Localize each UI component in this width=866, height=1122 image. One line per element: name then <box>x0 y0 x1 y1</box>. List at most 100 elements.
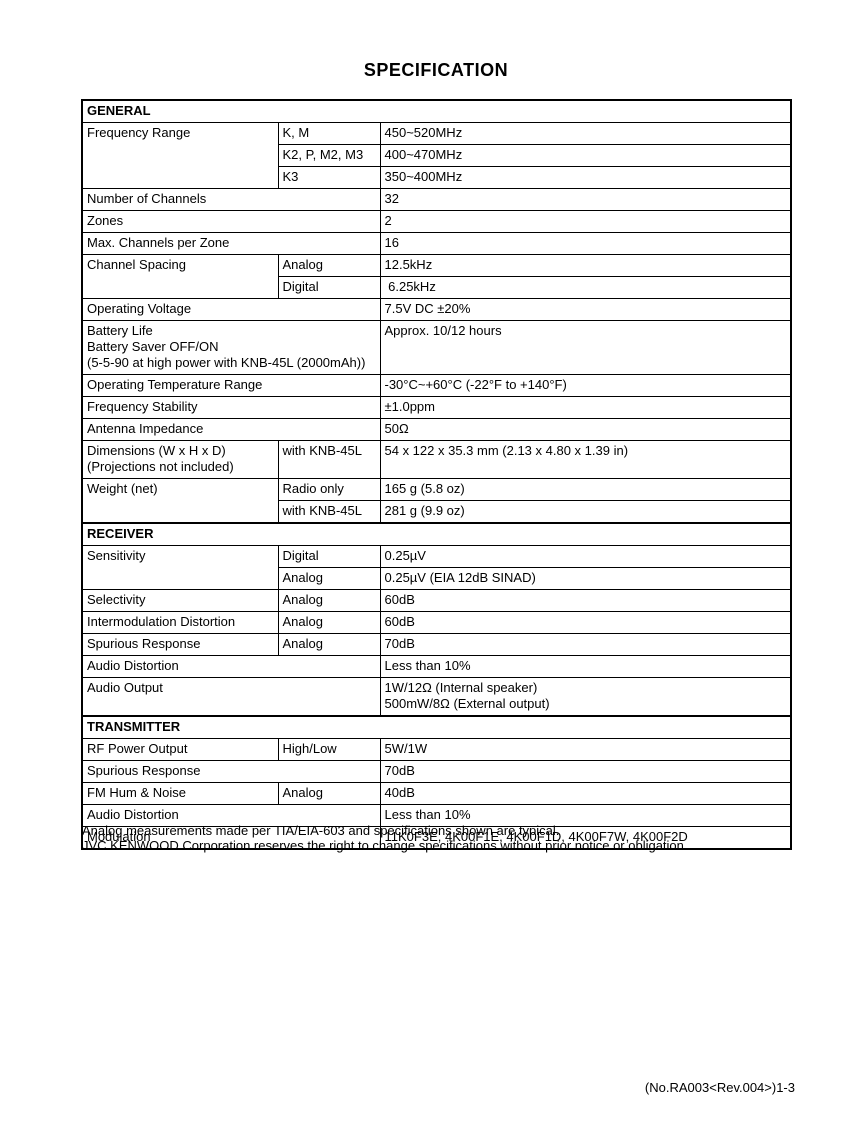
spec-value-cell: 16 <box>379 232 792 255</box>
section-row: RECEIVER <box>81 522 792 546</box>
spec-value-cell: 2 <box>379 210 792 233</box>
spec-label-cell: Frequency Range <box>81 122 279 189</box>
table-row: Dimensions (W x H x D) (Projections not … <box>81 440 792 479</box>
spec-value-cell: 450~520MHz <box>379 122 792 145</box>
spec-value-cell: 70dB <box>379 633 792 656</box>
spec-sub-cell: Digital <box>277 276 381 299</box>
spec-sub-cell: with KNB-45L <box>277 500 381 524</box>
spec-sub-cell: with KNB-45L <box>277 440 381 479</box>
table-row: Spurious Response Analog 70dB <box>81 633 792 656</box>
spec-label-cell: Selectivity <box>81 589 279 612</box>
table-row: Weight (net) Radio only 165 g (5.8 oz) <box>81 478 792 524</box>
spec-sub-cell: Analog <box>277 782 381 805</box>
spec-value-cell: Approx. 10/12 hours <box>379 320 792 375</box>
spec-label-cell: Weight (net) <box>81 478 279 524</box>
spec-sub-cell: K2, P, M2, M3 <box>277 144 381 167</box>
spec-label-cell: Audio Distortion <box>81 804 381 827</box>
spec-label-cell: Max. Channels per Zone <box>81 232 381 255</box>
spec-label-cell: RF Power Output <box>81 738 279 761</box>
table-row: Analog 0.25µV (EIA 12dB SINAD) <box>82 567 792 590</box>
spec-label-cell: Spurious Response <box>81 633 279 656</box>
spec-sub-cell: K3 <box>277 166 381 189</box>
spec-value-cell: 60dB <box>379 611 792 634</box>
page-number: (No.RA003<Rev.004>)1-3 <box>644 1080 795 1095</box>
spec-label-cell: Intermodulation Distortion <box>81 611 279 634</box>
table-row: Frequency Range K, M 450~520MHz <box>81 122 792 189</box>
table-row: Operating Voltage 7.5V DC ±20% <box>81 298 792 321</box>
table-row: RF Power Output High/Low 5W/1W <box>81 738 792 761</box>
table-row: Channel Spacing Analog 12.5kHz <box>81 254 792 299</box>
spec-label-cell: Sensitivity <box>81 545 279 590</box>
table-row: Frequency Stability ±1.0ppm <box>81 396 792 419</box>
table-row: Spurious Response 70dB <box>81 760 792 783</box>
section-row: TRANSMITTER <box>81 715 792 739</box>
spec-label-cell: FM Hum & Noise <box>81 782 279 805</box>
spec-value-cell: -30°C~+60°C (-22°F to +140°F) <box>379 374 792 397</box>
table-row: Operating Temperature Range -30°C~+60°C (… <box>81 374 792 397</box>
spec-label-cell: Modulation <box>81 826 381 850</box>
spec-sub-cell: Digital <box>277 545 381 568</box>
table-row: FM Hum & Noise Analog 40dB <box>81 782 792 805</box>
spec-label-cell: Spurious Response <box>81 760 381 783</box>
spec-label-cell: Zones <box>81 210 381 233</box>
spec-value-cell: 60dB <box>379 589 792 612</box>
specification-table: GENERAL Frequency Range K, M 450~520MHz K2, … <box>81 99 793 850</box>
note-line: JVC KENWOOD Corporation reserves the rig… <box>82 838 688 853</box>
spec-sub-cell: Radio only <box>277 478 381 501</box>
table-row: Battery Life Battery Saver OFF/ON (5-5-9… <box>81 320 792 375</box>
footnotes: Analog measurements made per TIA/EIA-603… <box>82 823 802 853</box>
spec-label-cell: Channel Spacing <box>81 254 279 299</box>
spec-sub-cell: High/Low <box>277 738 381 761</box>
spec-value-cell: ±1.0ppm <box>379 396 792 419</box>
spec-sub-cell: Analog <box>277 633 381 656</box>
table-row: Antenna Impedance 50Ω <box>81 418 792 441</box>
spec-label-cell: Dimensions (W x H x D) (Projections not … <box>81 440 279 479</box>
spec-sub-cell: K, M <box>277 122 381 145</box>
table-row: Selectivity Analog 60dB <box>81 589 792 612</box>
table-row: Max. Channels per Zone 16 <box>81 232 792 255</box>
spec-label-cell: Frequency Stability <box>81 396 381 419</box>
table-row: K2, P, M2, M3 400~470MHz <box>82 144 792 167</box>
spec-value-cell: 165 g (5.8 oz) <box>379 478 792 501</box>
spec-label-cell: Audio Distortion <box>81 655 381 678</box>
spec-label-cell: Number of Channels <box>81 188 381 211</box>
spec-label-cell: Operating Voltage <box>81 298 381 321</box>
spec-value-cell: 40dB <box>379 782 792 805</box>
spec-value-cell: 54 x 122 x 35.3 mm (2.13 x 4.80 x 1.39 i… <box>379 440 792 479</box>
table-row: Sensitivity Digital 0.25µV <box>81 545 792 590</box>
spec-sub-cell: Analog <box>277 254 381 277</box>
spec-label-cell: Antenna Impedance <box>81 418 381 441</box>
table-row: Intermodulation Distortion Analog 60dB <box>81 611 792 634</box>
spec-value-cell: 1W/12Ω (Internal speaker) 500mW/8Ω (Exte… <box>379 677 792 717</box>
spec-value-cell: Less than 10% <box>379 655 792 678</box>
section-header: GENERAL <box>81 99 792 123</box>
spec-value-cell: 50Ω <box>379 418 792 441</box>
spec-sub-cell: Analog <box>277 567 381 590</box>
spec-value-cell: 7.5V DC ±20% <box>379 298 792 321</box>
note-line: Analog measurements made per TIA/EIA-603… <box>82 823 560 838</box>
spec-sub-cell: Analog <box>277 589 381 612</box>
spec-label-cell: Operating Temperature Range <box>81 374 381 397</box>
spec-value-cell: 12.5kHz <box>379 254 792 277</box>
spec-value-cell: 5W/1W <box>379 738 792 761</box>
spec-value-cell: 281 g (9.9 oz) <box>379 500 792 524</box>
section-row: GENERAL <box>81 99 792 123</box>
spec-value-cell: 350~400MHz <box>379 166 792 189</box>
spec-label-cell: Audio Output <box>81 677 381 717</box>
table-row: Audio Output 1W/12Ω (Internal speaker) 50… <box>81 677 792 717</box>
spec-value-cell: 6.25kHz <box>379 276 792 299</box>
spec-table-body: GENERAL Frequency Range K, M 450~520MHz K2, … <box>81 99 792 850</box>
table-row: Audio Distortion Less than 10% <box>81 655 792 678</box>
spec-value-cell: 0.25µV <box>379 545 792 568</box>
table-row: Modulation 11K0F3E, 4K00F1E, 4K00F1D, 4K0… <box>81 826 792 850</box>
spec-sub-cell: Analog <box>277 611 381 634</box>
spec-value-cell: 0.25µV (EIA 12dB SINAD) <box>379 567 792 590</box>
spec-value-cell: 11K0F3E, 4K00F1E, 4K00F1D, 4K00F7W, 4K00… <box>379 826 792 850</box>
table-row: Zones 2 <box>81 210 792 233</box>
page-title: SPECIFICATION <box>363 60 509 80</box>
table-row: Audio Distortion Less than 10% <box>81 804 792 827</box>
spec-value-cell: 70dB <box>379 760 792 783</box>
spec-value-cell: 32 <box>379 188 792 211</box>
section-header: TRANSMITTER <box>81 715 792 739</box>
